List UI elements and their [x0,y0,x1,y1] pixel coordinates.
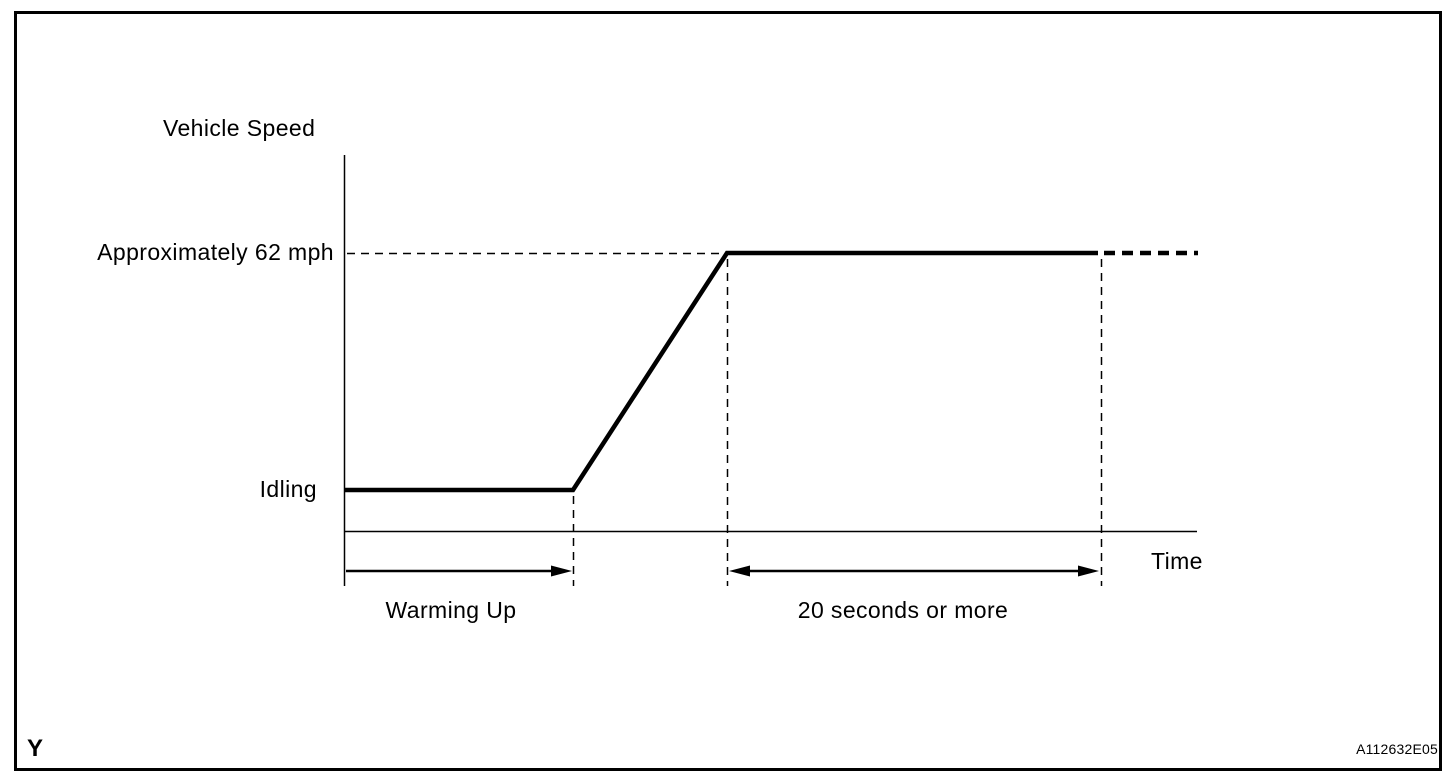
upper-level-label: Approximately 62 mph [97,239,334,265]
warmup-arrowhead-right-icon [551,565,572,577]
figure-code: A112632E05 [1356,741,1438,757]
x-axis-title: Time [1151,548,1203,574]
lower-level-label: Idling [259,476,317,502]
y-axis-title: Vehicle Speed [163,115,316,141]
speed-profile-line [345,250,1098,493]
phase1-duration-label: Warming Up [385,597,517,623]
hold-arrowhead-right-icon [1078,565,1099,577]
corner-mark: Y [27,735,44,762]
phase2-duration-label: 20 seconds or more [797,597,1009,623]
hold-arrowhead-left-icon [729,565,750,577]
